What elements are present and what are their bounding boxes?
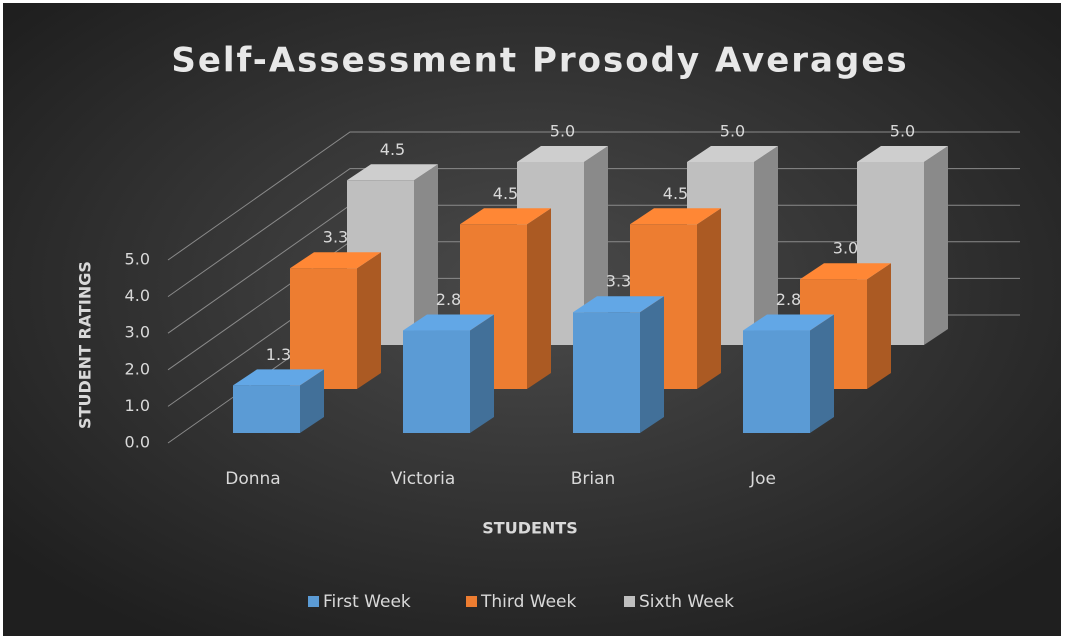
y-tick-label: 2.0: [125, 359, 150, 378]
bar: [233, 369, 324, 433]
bar-top: [460, 208, 551, 225]
bar-top: [573, 296, 664, 313]
bar-top: [857, 146, 948, 162]
value-label: 4.5: [493, 184, 518, 203]
x-axis-title: STUDENTS: [482, 519, 577, 538]
bar-top: [800, 263, 891, 280]
bar-side: [470, 314, 494, 433]
y-tick-label: 3.0: [125, 323, 150, 342]
bar: [290, 252, 381, 389]
y-tick-label: 4.0: [125, 286, 150, 305]
bar-top: [290, 252, 381, 269]
bar-front: [403, 330, 470, 433]
grid-line: [167, 131, 1020, 261]
bar-top: [233, 369, 324, 386]
bar-side: [754, 146, 778, 345]
y-tick-label: 1.0: [125, 396, 150, 415]
bar-side: [300, 369, 324, 433]
value-label: 3.0: [833, 239, 858, 258]
chart-title: Self-Assessment Prosody Averages: [171, 41, 908, 81]
value-label: 1.3: [266, 345, 291, 364]
legend-swatch: [308, 596, 319, 607]
legend-swatch: [624, 596, 635, 607]
value-label: 2.8: [436, 290, 461, 309]
value-label: 4.5: [380, 140, 405, 159]
bar-front: [233, 385, 300, 433]
legend-label: Third Week: [480, 592, 576, 612]
legend-label: First Week: [323, 592, 411, 612]
legend-swatch: [466, 596, 477, 607]
y-tick-label: 0.0: [125, 433, 150, 452]
bar-top: [517, 146, 608, 162]
bar-side: [640, 296, 664, 433]
x-tick-label: Donna: [225, 469, 280, 489]
value-label: 3.3: [606, 272, 631, 291]
bar-front: [290, 268, 357, 389]
value-label: 3.3: [323, 228, 348, 247]
value-label: 5.0: [720, 122, 745, 141]
bar-side: [527, 208, 551, 389]
value-label: 5.0: [890, 122, 915, 141]
bar-side: [357, 252, 381, 389]
bar-top: [403, 314, 494, 331]
bar-side: [697, 208, 721, 389]
y-tick-label: 5.0: [125, 250, 150, 269]
bar-side: [584, 146, 608, 345]
value-label: 5.0: [550, 122, 575, 141]
bar: [573, 296, 664, 433]
bar-front: [573, 312, 640, 433]
value-label: 2.8: [776, 290, 801, 309]
bar-top: [630, 208, 721, 225]
bar-side: [810, 314, 834, 433]
bar-side: [867, 263, 891, 389]
x-tick-label: Victoria: [391, 469, 456, 489]
bar: [403, 314, 494, 433]
value-label: 4.5: [663, 184, 688, 203]
grid-line: [167, 168, 1020, 298]
legend-label: Sixth Week: [639, 592, 734, 612]
bar-top: [743, 314, 834, 331]
y-axis-title: STUDENT RATINGS: [76, 261, 95, 429]
bar-front: [743, 330, 810, 433]
bar-side: [924, 146, 948, 345]
bar-side: [414, 164, 438, 345]
bar-top: [687, 146, 778, 162]
bar-top: [347, 164, 438, 181]
x-tick-label: Brian: [571, 469, 616, 489]
x-tick-label: Joe: [749, 469, 776, 489]
bar: [743, 314, 834, 433]
